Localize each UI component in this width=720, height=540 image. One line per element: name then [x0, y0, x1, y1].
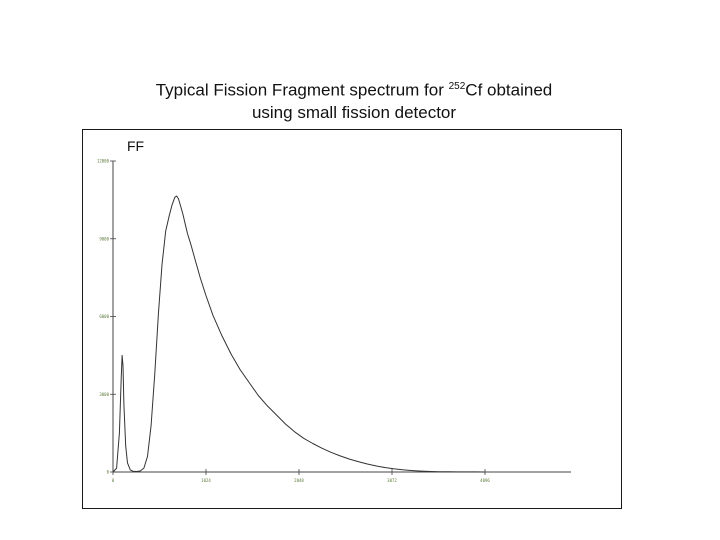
chart-title: Typical Fission Fragment spectrum for 25… — [0, 76, 708, 124]
y-tick-label: 0 — [107, 470, 110, 475]
title-superscript: 252 — [448, 81, 466, 92]
title-line-2: using small fission detector — [251, 102, 457, 122]
x-tick-label: 1024 — [201, 478, 211, 483]
title-prefix: Typical Fission Fragment spectrum for — [155, 80, 449, 100]
y-tick-label: 6000 — [99, 314, 109, 319]
x-tick-label: 4096 — [480, 478, 490, 483]
x-tick-label: 0 — [112, 478, 115, 483]
x-tick-label: 2048 — [294, 478, 304, 483]
title-line-1: Typical Fission Fragment spectrum for 25… — [0, 76, 708, 102]
title-suffix: Cf obtained — [465, 80, 553, 100]
plot-frame — [82, 129, 622, 509]
y-tick-label: 3000 — [99, 392, 109, 397]
y-tick-label: 9000 — [99, 236, 109, 241]
y-tick-label: 12000 — [97, 159, 110, 164]
corner-label: FF — [127, 138, 145, 154]
spectrum-line — [112, 195, 486, 473]
x-tick-label: 3072 — [387, 478, 397, 483]
